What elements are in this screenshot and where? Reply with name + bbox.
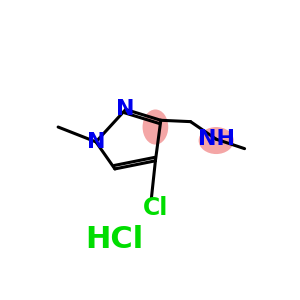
- Text: N: N: [116, 100, 135, 119]
- Ellipse shape: [199, 127, 234, 154]
- Text: NH: NH: [198, 129, 235, 149]
- Ellipse shape: [142, 110, 168, 145]
- Text: N: N: [87, 132, 105, 152]
- Text: Cl: Cl: [143, 196, 168, 220]
- Text: HCl: HCl: [86, 225, 144, 254]
